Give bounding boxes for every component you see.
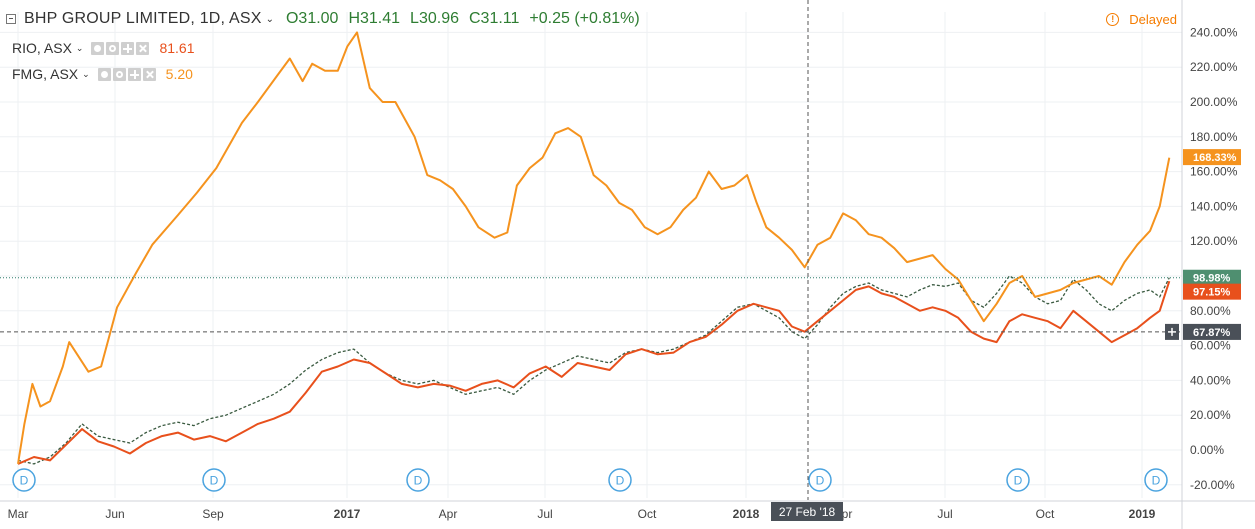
dividend-marker[interactable] bbox=[406, 468, 430, 492]
y-tick-label: 20.00% bbox=[1190, 408, 1231, 422]
rio-last-value-label: 97.15% bbox=[1193, 287, 1231, 299]
series-layer bbox=[17, 31, 1171, 465]
collapse-icon[interactable] bbox=[6, 14, 16, 24]
crosshair-date-label: 27 Feb '18 bbox=[779, 505, 836, 519]
chevron-down-icon[interactable]: ⌄ bbox=[265, 13, 274, 25]
open-value: O31.00 bbox=[285, 10, 339, 27]
y-tick-label: 120.00% bbox=[1190, 234, 1238, 248]
x-tick-label: Apr bbox=[439, 507, 458, 521]
dividend-marker[interactable] bbox=[608, 468, 632, 492]
plus-icon[interactable] bbox=[121, 41, 135, 55]
dividend-marker[interactable] bbox=[808, 468, 832, 492]
y-tick-label: 60.00% bbox=[1190, 339, 1231, 353]
crosshair-value-label: 67.87% bbox=[1193, 327, 1231, 339]
plus-icon[interactable] bbox=[127, 67, 141, 81]
eye-icon[interactable] bbox=[91, 41, 105, 55]
y-tick-label: 140.00% bbox=[1190, 199, 1238, 213]
x-tick-label: Mar bbox=[8, 507, 29, 521]
chevron-down-icon[interactable]: ⌄ bbox=[75, 42, 84, 53]
dividend-marker[interactable] bbox=[1006, 468, 1030, 492]
comparison-fmg: FMG, ASX ⌄ 5.20 bbox=[12, 66, 193, 82]
rio-last-value-label-bg bbox=[1183, 283, 1241, 300]
comparison-name[interactable]: RIO, ASX bbox=[12, 40, 72, 56]
x-tick-label: 2017 bbox=[334, 507, 361, 521]
comparison-value: 81.61 bbox=[159, 40, 195, 56]
y-tick-label: 0.00% bbox=[1190, 443, 1224, 457]
chart-header: BHP GROUP LIMITED, 1D, ASX ⌄ O31.00 H31.… bbox=[6, 10, 650, 28]
y-axis: 240.00% 220.00% 200.00% 180.00% 160.00% 140.0… bbox=[1181, 0, 1238, 529]
eye-icon[interactable] bbox=[97, 67, 111, 81]
y-tick-label: 180.00% bbox=[1190, 130, 1238, 144]
dividend-marker-label: D bbox=[1152, 474, 1161, 488]
y-tick-label: 80.00% bbox=[1190, 304, 1231, 318]
x-tick-label: Sep bbox=[202, 507, 224, 521]
x-axis: MarJunSep2017AprJulOct2018AprJulOct2019 bbox=[0, 500, 1255, 521]
x-tick-label: Oct bbox=[1036, 507, 1055, 521]
comparison-rio: RIO, ASX ⌄ 81.61 bbox=[12, 40, 195, 56]
y-tick-label: 200.00% bbox=[1190, 95, 1238, 109]
close-value: C31.11 bbox=[468, 10, 520, 27]
dividend-marker-label: D bbox=[1014, 474, 1023, 488]
x-tick-label: Jul bbox=[537, 507, 552, 521]
comparison-name[interactable]: FMG, ASX bbox=[12, 66, 79, 82]
dividend-marker-label: D bbox=[20, 474, 29, 488]
delayed-label: Delayed bbox=[1129, 12, 1177, 27]
fmg-last-value-label-bg bbox=[1183, 149, 1241, 166]
y-tick-label: 160.00% bbox=[1190, 165, 1238, 179]
dividend-marker-label: D bbox=[210, 474, 219, 488]
change-value: +0.25 (+0.81%) bbox=[529, 10, 640, 27]
crosshair-value-label-bg bbox=[1183, 323, 1241, 340]
y-tick-label: -20.00% bbox=[1190, 478, 1235, 492]
dividend-marker-label: D bbox=[414, 474, 423, 488]
series-line-rio[interactable] bbox=[17, 280, 1171, 465]
alert-icon: ! bbox=[1106, 13, 1120, 26]
dividend-marker-label: D bbox=[616, 474, 625, 488]
x-tick-label: Jul bbox=[937, 507, 952, 521]
x-tick-label: 2019 bbox=[1129, 507, 1156, 521]
x-tick-label: Oct bbox=[638, 507, 657, 521]
comparison-value: 5.20 bbox=[165, 66, 193, 82]
series-line-fmg[interactable] bbox=[17, 31, 1171, 465]
dividend-marker[interactable] bbox=[202, 468, 226, 492]
close-icon[interactable] bbox=[142, 67, 156, 81]
y-tick-label: 40.00% bbox=[1190, 373, 1231, 387]
bhp-last-value-label-bg bbox=[1183, 269, 1241, 286]
low-value: L30.96 bbox=[410, 10, 459, 27]
y-tick-label: 240.00% bbox=[1190, 25, 1238, 39]
dividend-marker-label: D bbox=[816, 474, 825, 488]
dividend-marker[interactable] bbox=[12, 468, 36, 492]
gear-icon[interactable] bbox=[106, 41, 120, 55]
high-value: H31.41 bbox=[348, 10, 401, 27]
fmg-last-value-label: 168.33% bbox=[1193, 152, 1237, 164]
chevron-down-icon[interactable]: ⌄ bbox=[82, 68, 90, 79]
crosshair-date-bg bbox=[771, 502, 843, 521]
y-tick-label: 220.00% bbox=[1190, 60, 1238, 74]
x-tick-label: 2018 bbox=[733, 507, 760, 521]
delayed-status[interactable]: ! Delayed bbox=[1106, 12, 1177, 27]
overlay: 168.33% 98.98% 97.15% 67.87% 27 Feb '18 bbox=[0, 0, 1241, 521]
close-icon[interactable] bbox=[136, 41, 150, 55]
x-tick-label: Jun bbox=[105, 507, 124, 521]
symbol-title[interactable]: BHP GROUP LIMITED, 1D, ASX bbox=[24, 10, 262, 27]
grid bbox=[0, 12, 1182, 498]
dividend-marker[interactable] bbox=[1144, 468, 1168, 492]
gear-icon[interactable] bbox=[112, 67, 126, 81]
bhp-last-value-label: 98.98% bbox=[1193, 273, 1231, 285]
